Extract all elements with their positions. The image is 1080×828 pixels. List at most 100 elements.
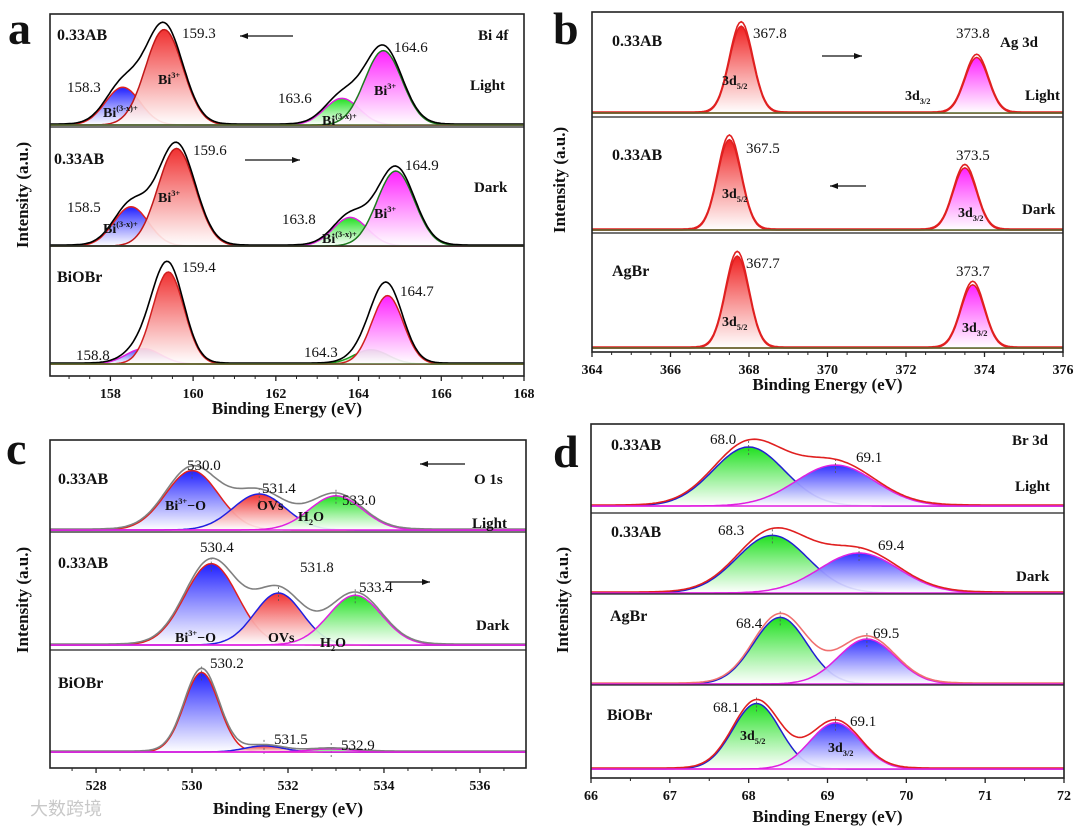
peak-fill <box>592 167 1063 230</box>
x-tick-label: 372 <box>896 363 917 378</box>
peak-assignment-label: 3d5/2 <box>740 729 766 746</box>
peak-value-label: 159.3 <box>182 26 216 42</box>
peak-assignment-label: H2O <box>298 510 324 527</box>
peak-assignment-label: 3d3/2 <box>958 206 984 223</box>
peak-value-label: 164.3 <box>304 345 338 361</box>
x-tick-label: 67 <box>663 789 677 804</box>
peak-value-label: 533.0 <box>342 493 376 509</box>
condition-label: Light <box>1025 88 1060 104</box>
peak-value-label: 533.4 <box>359 580 393 596</box>
condition-label: Dark <box>474 180 508 196</box>
x-tick-label: 376 <box>1053 363 1074 378</box>
envelope-curve <box>50 260 524 364</box>
peak-value-label: 159.4 <box>182 260 216 276</box>
peak-assignment-label: Bi3+−O <box>175 629 216 646</box>
peak-assignment-label: 3d3/2 <box>828 741 854 758</box>
x-tick-label: 534 <box>373 779 394 794</box>
spectrum-title: Ag 3d <box>1000 35 1039 51</box>
x-tick-label: 166 <box>431 387 452 402</box>
arrow-head-icon <box>240 33 248 39</box>
x-tick-label: 69 <box>821 789 835 804</box>
x-axis-title: Binding Energy (eV) <box>752 375 902 394</box>
peak-value-label: 531.8 <box>300 560 334 576</box>
peak-value-label: 164.7 <box>400 284 434 300</box>
sample-label: 0.33AB <box>58 471 109 488</box>
peak-value-label: 531.4 <box>262 481 296 497</box>
peak-value-label: 69.1 <box>850 714 876 730</box>
arrow-head-icon <box>422 579 430 585</box>
peak-value-label: 373.5 <box>956 148 990 164</box>
envelope-curve <box>50 557 526 645</box>
subpanel-biobr: BiOBr 530.2 531.5 532.9 <box>50 656 526 757</box>
envelope-curve <box>591 438 1064 506</box>
watermark: 大数跨境 <box>30 799 102 820</box>
peak-curve <box>50 294 524 365</box>
peak-assignment-label: Bi3+ <box>158 189 180 206</box>
peak-fill <box>592 284 1063 348</box>
subpanel-0.33ab-dark: 0.33AB Dark 530.4 531.8 533.4 Bi3+−O OVs H2O <box>50 540 526 653</box>
peak-value-label: 530.2 <box>210 656 244 672</box>
x-tick-label: 168 <box>514 387 535 402</box>
subpanel-0.33ab-dark: 0.33AB Dark 68.3 69.4 <box>591 523 1064 595</box>
sample-label: AgBr <box>612 263 649 280</box>
peak-fill <box>50 272 524 364</box>
peak-curve <box>592 166 1063 231</box>
x-tick-label: 72 <box>1057 789 1071 804</box>
peak-value-label: 68.3 <box>718 523 744 539</box>
sample-label: 0.33AB <box>611 437 662 454</box>
peak-value-label: 158.3 <box>67 80 101 96</box>
x-tick-label: 71 <box>978 789 992 804</box>
sample-label: AgBr <box>610 608 647 625</box>
x-tick-label: 528 <box>86 779 107 794</box>
x-tick-label: 160 <box>183 387 204 402</box>
panel-letter: d <box>553 426 579 477</box>
condition-label: Light <box>472 516 507 532</box>
peak-value-label: 367.8 <box>753 26 787 42</box>
panel-letter: c <box>6 423 26 474</box>
subpanel-biobr: BiOBr 159.4 158.8 164.7 164.3 <box>50 260 524 365</box>
peak-fill <box>592 57 1063 113</box>
subpanel-0.33ab-light: 0.33AB Light 68.0 69.1 <box>591 432 1064 514</box>
peak-value-label: 159.6 <box>193 143 227 159</box>
sample-label: 0.33AB <box>611 524 662 541</box>
sample-label: BiOBr <box>607 707 652 724</box>
subpanel-biobr: BiOBr 68.1 69.1 3d5/2 3d3/2 <box>591 697 1064 770</box>
sample-label: 0.33AB <box>612 33 663 50</box>
spectrum-title: Bi 4f <box>478 28 509 44</box>
peak-fill <box>50 563 526 645</box>
sample-label: BiOBr <box>58 675 103 692</box>
panel-d: 0.33AB Light 68.0 69.1 0.33AB Dark 68.3 69.4 AgB… <box>553 423 1071 826</box>
spectrum-title: Br 3d <box>1012 433 1049 449</box>
subpanel-agbr: AgBr 367.7 3d5/2 373.7 3d3/2 <box>592 250 1063 349</box>
sample-label: 0.33AB <box>612 147 663 164</box>
envelope-curve <box>50 21 524 125</box>
peak-value-label: 373.8 <box>956 26 990 42</box>
x-axis-title: Binding Energy (eV) <box>213 799 363 818</box>
peak-assignment-label: OVs <box>257 499 284 514</box>
peak-value-label: 158.5 <box>67 200 101 216</box>
subpanel-0.33ab-dark: 0.33AB Dark 367.5 3d5/2 373.5 3d3/2 <box>592 134 1063 234</box>
peak-curve <box>50 271 524 365</box>
peak-fill <box>50 148 524 246</box>
peak-fill <box>591 465 1064 506</box>
peak-fill <box>592 139 1063 230</box>
peak-value-label: 164.9 <box>405 158 439 174</box>
peak-value-label: 367.7 <box>746 256 780 272</box>
y-axis-title: Intensity (a.u.) <box>13 142 32 248</box>
y-axis-title: Intensity (a.u.) <box>13 547 32 653</box>
spectrum-title: O 1s <box>474 472 503 488</box>
x-tick-label: 164 <box>348 387 369 402</box>
peak-value-label: 69.1 <box>856 450 882 466</box>
peak-assignment-label: Bi3+ <box>374 205 396 222</box>
peak-assignment-label: OVs <box>268 631 295 646</box>
peak-assignment-label: Bi3+ <box>158 71 180 88</box>
arrow-head-icon <box>854 53 862 59</box>
peak-value-label: 367.5 <box>746 141 780 157</box>
peak-assignment-label: Bi3+−O <box>165 497 206 514</box>
x-tick-label: 162 <box>265 387 286 402</box>
peak-value-label: 532.9 <box>341 738 375 754</box>
peak-curve <box>592 138 1063 231</box>
envelope-curve <box>591 698 1064 769</box>
x-tick-label: 374 <box>974 363 995 378</box>
